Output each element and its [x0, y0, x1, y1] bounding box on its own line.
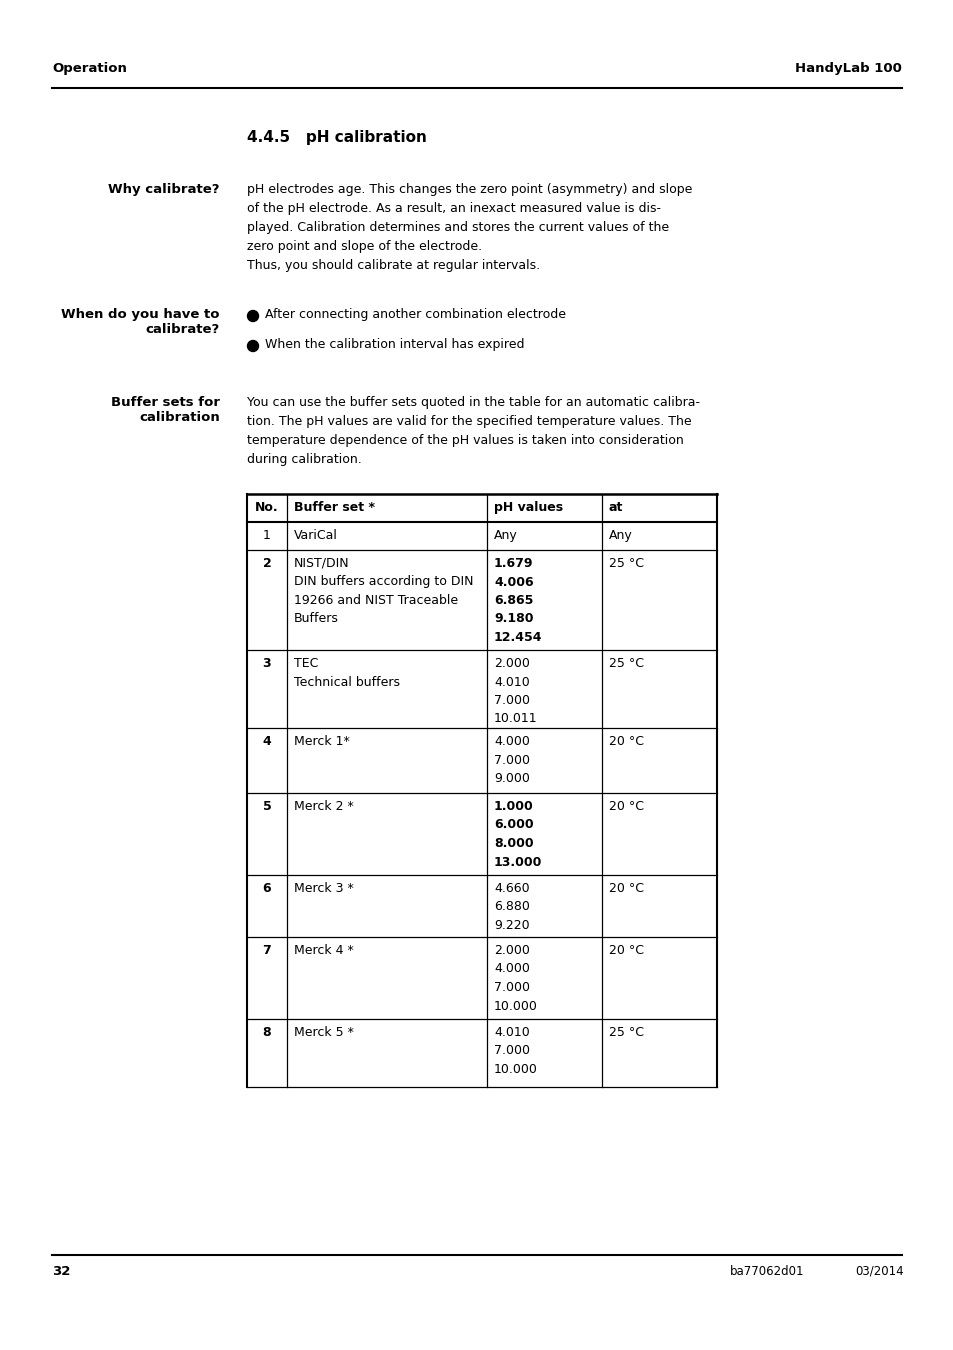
Text: 2.000
4.000
7.000
10.000: 2.000 4.000 7.000 10.000: [494, 944, 537, 1012]
Text: VariCal: VariCal: [294, 529, 337, 541]
Text: 4: 4: [262, 734, 271, 748]
Text: NIST/DIN
DIN buffers according to DIN
19266 and NIST Traceable
Buffers: NIST/DIN DIN buffers according to DIN 19…: [294, 558, 473, 625]
Text: 25 °C: 25 °C: [608, 1026, 643, 1040]
Text: 2: 2: [262, 558, 271, 570]
Text: 20 °C: 20 °C: [608, 882, 643, 895]
Text: No.: No.: [254, 501, 278, 514]
Text: Merck 3 *: Merck 3 *: [294, 882, 354, 895]
Circle shape: [247, 340, 258, 351]
Text: 4.4.5   pH calibration: 4.4.5 pH calibration: [247, 130, 426, 144]
Text: 32: 32: [52, 1265, 71, 1278]
Text: 25 °C: 25 °C: [608, 657, 643, 670]
Text: 03/2014: 03/2014: [854, 1265, 902, 1278]
Text: Merck 2 *: Merck 2 *: [294, 801, 354, 813]
Text: When the calibration interval has expired: When the calibration interval has expire…: [265, 338, 524, 351]
Text: 1.679
4.006
6.865
9.180
12.454: 1.679 4.006 6.865 9.180 12.454: [494, 558, 542, 644]
Text: Operation: Operation: [52, 62, 127, 76]
Text: HandyLab 100: HandyLab 100: [794, 62, 901, 76]
Text: 1.000
6.000
8.000
13.000: 1.000 6.000 8.000 13.000: [494, 801, 542, 868]
Text: Any: Any: [608, 529, 632, 541]
Text: at: at: [608, 501, 622, 514]
Text: Why calibrate?: Why calibrate?: [109, 184, 220, 196]
Text: After connecting another combination electrode: After connecting another combination ele…: [265, 308, 565, 321]
Text: Buffer set *: Buffer set *: [294, 501, 375, 514]
Text: 3: 3: [262, 657, 271, 670]
Text: TEC
Technical buffers: TEC Technical buffers: [294, 657, 399, 688]
Text: 6: 6: [262, 882, 271, 895]
Text: 2.000
4.010
7.000
10.011: 2.000 4.010 7.000 10.011: [494, 657, 537, 725]
Text: 25 °C: 25 °C: [608, 558, 643, 570]
Text: 20 °C: 20 °C: [608, 734, 643, 748]
Text: You can use the buffer sets quoted in the table for an automatic calibra-
tion. : You can use the buffer sets quoted in th…: [247, 396, 700, 466]
Text: 8: 8: [262, 1026, 271, 1040]
Text: 7: 7: [262, 944, 271, 957]
Circle shape: [247, 310, 258, 321]
Text: Any: Any: [494, 529, 517, 541]
Text: ba77062d01: ba77062d01: [729, 1265, 803, 1278]
Text: 4.010
7.000
10.000: 4.010 7.000 10.000: [494, 1026, 537, 1076]
Text: When do you have to
calibrate?: When do you have to calibrate?: [61, 308, 220, 336]
Text: 1: 1: [263, 529, 271, 541]
Text: 4.660
6.880
9.220: 4.660 6.880 9.220: [494, 882, 529, 932]
Text: pH electrodes age. This changes the zero point (asymmetry) and slope
of the pH e: pH electrodes age. This changes the zero…: [247, 184, 692, 271]
Text: pH values: pH values: [494, 501, 562, 514]
Text: 5: 5: [262, 801, 271, 813]
Text: 4.000
7.000
9.000: 4.000 7.000 9.000: [494, 734, 530, 784]
Text: 20 °C: 20 °C: [608, 944, 643, 957]
Text: Buffer sets for
calibration: Buffer sets for calibration: [111, 396, 220, 424]
Text: Merck 4 *: Merck 4 *: [294, 944, 354, 957]
Text: Merck 1*: Merck 1*: [294, 734, 350, 748]
Text: 20 °C: 20 °C: [608, 801, 643, 813]
Text: Merck 5 *: Merck 5 *: [294, 1026, 354, 1040]
